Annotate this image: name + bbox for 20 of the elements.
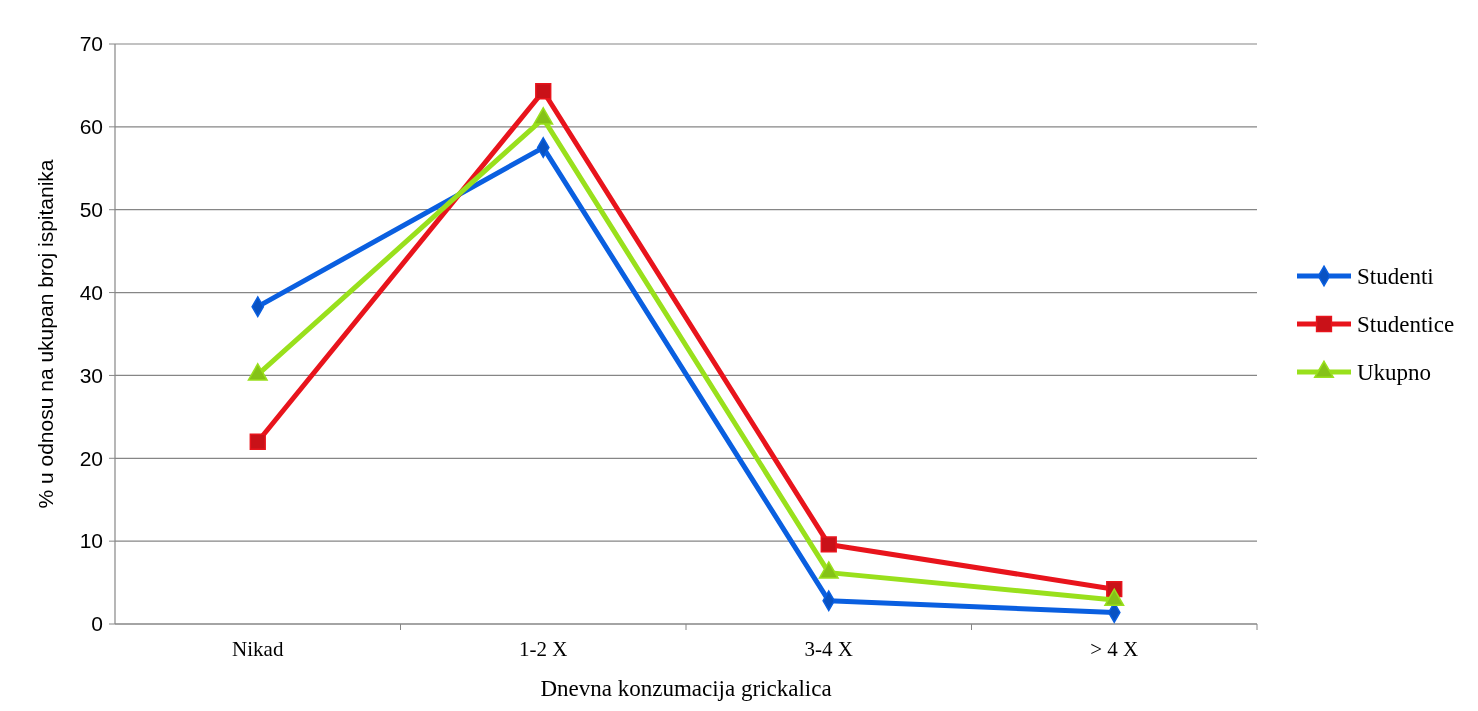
y-tick-label: 40 bbox=[79, 280, 103, 304]
x-tick-label: 1-2 X bbox=[519, 637, 568, 661]
y-tick-label: 60 bbox=[79, 115, 103, 139]
point bbox=[249, 433, 266, 450]
x-axis-title: Dnevna konzumacija grickalica bbox=[540, 676, 832, 701]
y-tick-label: 0 bbox=[91, 612, 103, 636]
x-tick-label: 3-4 X bbox=[804, 637, 853, 661]
point bbox=[535, 83, 552, 100]
y-tick-label: 10 bbox=[79, 529, 103, 553]
y-tick-label: 70 bbox=[79, 32, 103, 56]
legend-label: Studenti bbox=[1357, 264, 1434, 290]
x-tick-label: > 4 X bbox=[1090, 637, 1139, 661]
y-tick-label: 20 bbox=[79, 446, 103, 470]
x-tick-label: Nikad bbox=[232, 637, 284, 661]
legend-label: Studentice bbox=[1357, 312, 1455, 338]
y-tick-label: 30 bbox=[79, 363, 103, 387]
point bbox=[820, 536, 837, 553]
y-axis-title: % u odnosu na ukupan broj ispitanika bbox=[34, 159, 57, 509]
y-tick-label: 50 bbox=[79, 198, 103, 222]
legend-label: Ukupno bbox=[1357, 360, 1432, 386]
